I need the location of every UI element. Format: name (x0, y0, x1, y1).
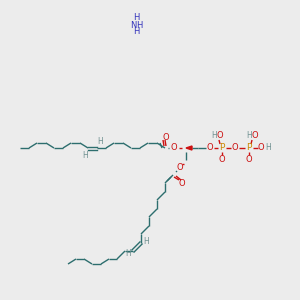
Text: O: O (258, 143, 264, 152)
Text: H: H (97, 136, 103, 146)
Text: H: H (136, 20, 142, 29)
Text: O: O (252, 131, 258, 140)
Polygon shape (186, 146, 192, 150)
Text: N: N (130, 20, 136, 29)
Text: H: H (133, 28, 139, 37)
Text: H: H (265, 143, 271, 152)
Text: O: O (179, 178, 185, 188)
Text: H: H (82, 151, 88, 160)
Text: O: O (217, 131, 223, 140)
Text: H: H (246, 131, 252, 140)
Text: O: O (163, 133, 169, 142)
Text: O: O (232, 143, 238, 152)
Text: H: H (143, 236, 149, 245)
Text: H: H (133, 14, 139, 22)
Text: O: O (177, 164, 183, 172)
Text: O: O (171, 143, 177, 152)
Text: O: O (219, 154, 225, 164)
Text: O: O (207, 143, 213, 152)
Text: P: P (246, 143, 252, 152)
Text: H: H (211, 131, 217, 140)
Text: O: O (246, 154, 252, 164)
Text: H: H (125, 248, 131, 257)
Text: P: P (219, 143, 225, 152)
